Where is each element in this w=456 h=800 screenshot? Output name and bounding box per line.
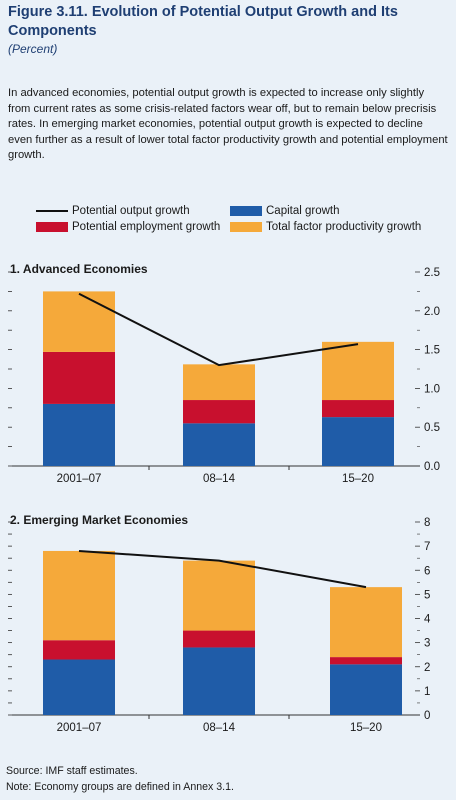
bar-employment-2	[183, 630, 255, 648]
bar-capital-1	[43, 403, 115, 466]
chart-legend: Potential output growth Capital growth P…	[0, 200, 456, 240]
bar-employment-1	[43, 351, 115, 404]
legend-label-employment: Potential employment growth	[72, 221, 221, 233]
y-tick-label: 2	[424, 662, 430, 674]
bar-tfp-3	[330, 587, 402, 658]
legend-swatch-tfp	[230, 222, 262, 232]
bar-employment-3	[330, 657, 402, 665]
bar-capital-2	[183, 647, 255, 715]
figure-title: Figure 3.11. Evolution of Potential Outp…	[8, 4, 398, 39]
legend-swatch-capital	[230, 206, 262, 216]
y-tick-label: 4	[424, 614, 431, 626]
legend-line-swatch	[36, 210, 68, 212]
x-category-label: 2001–07	[57, 722, 102, 734]
legend-item-employment: Potential employment growth	[36, 221, 220, 233]
bar-capital-3	[322, 417, 394, 466]
y-tick-label: 2.0	[424, 306, 440, 318]
y-tick-label: 0.5	[424, 422, 440, 434]
potential-output-line	[78, 292, 359, 367]
potential-output-line	[78, 549, 367, 589]
legend-swatch-employment	[36, 222, 68, 232]
legend-label-tfp: Total factor productivity growth	[266, 221, 422, 233]
bar-employment-1	[43, 640, 115, 660]
bar-capital-2	[183, 423, 255, 466]
y-tick-label: 1.5	[424, 345, 440, 357]
figure-subtitle: (Percent)	[8, 42, 58, 56]
legend-item-potential-output: Potential output growth	[36, 205, 190, 217]
y-tick-label: 3	[424, 638, 430, 650]
x-category-label: 08–14	[203, 473, 236, 485]
legend-item-tfp: Total factor productivity growth	[230, 221, 421, 233]
bar-capital-3	[330, 664, 402, 715]
legend-item-capital: Capital growth	[230, 205, 340, 217]
y-tick-label: 1	[424, 686, 430, 698]
panel-title: 1. Advanced Economies	[10, 262, 148, 276]
y-tick-label: 7	[424, 541, 430, 553]
legend-label-potential-output: Potential output growth	[72, 205, 190, 217]
y-tick-label: 0.0	[424, 461, 440, 473]
x-category-label: 15–20	[342, 473, 374, 485]
bar-employment-3	[322, 400, 394, 418]
bar-tfp-3	[322, 341, 394, 401]
y-tick-label: 0	[424, 710, 430, 722]
y-tick-label: 6	[424, 565, 430, 577]
bar-capital-1	[43, 659, 115, 715]
chart-advanced-economies: 1. Advanced Economies 0.0 0.5 1.0 1.5 2.0 2.5 2…	[8, 262, 440, 485]
figure-description: In advanced economies, potential output …	[8, 87, 448, 161]
x-category-label: 08–14	[203, 722, 236, 734]
y-tick-label: 8	[424, 517, 430, 529]
bar-tfp-1	[43, 550, 115, 641]
x-category-label: 2001–07	[57, 473, 102, 485]
legend-label-capital: Capital growth	[266, 205, 340, 217]
y-tick-label: 5	[424, 589, 430, 601]
y-tick-label: 2.5	[424, 267, 440, 279]
source-note: Source: IMF staff estimates.	[6, 765, 138, 777]
bar-tfp-2	[183, 364, 255, 401]
x-category-label: 15–20	[350, 722, 382, 734]
y-tick-label: 1.0	[424, 383, 440, 395]
panel-title: 2. Emerging Market Economies	[10, 513, 188, 527]
chart-emerging-market-economies: 2. Emerging Market Economies 0 1 2 3 4 5 6 7 8 200…	[8, 513, 431, 734]
footnote: Note: Economy groups are defined in Anne…	[6, 781, 234, 793]
bar-tfp-2	[183, 560, 255, 631]
bar-tfp-1	[43, 291, 115, 352]
bar-employment-2	[183, 400, 255, 424]
